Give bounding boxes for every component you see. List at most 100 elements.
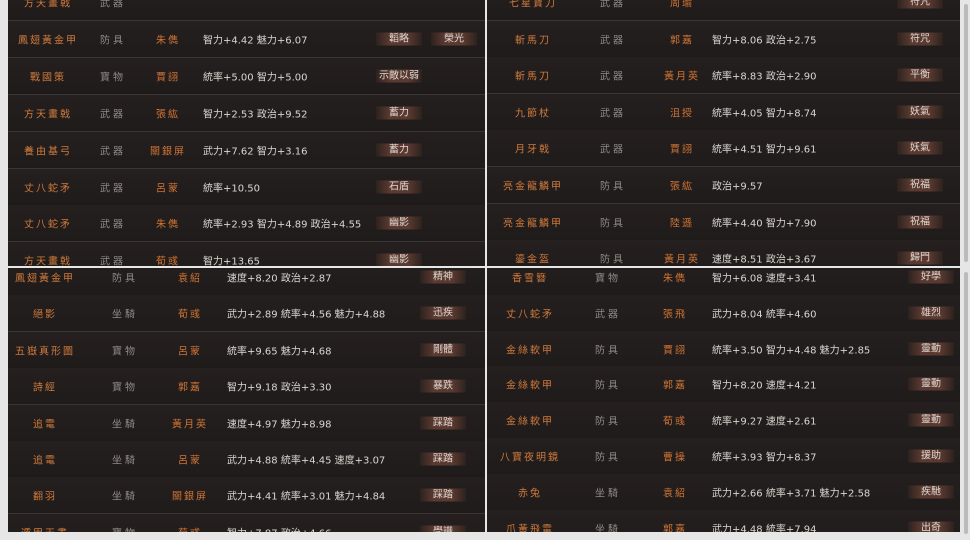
item-stats: 智力+7.87 政治+4.66 bbox=[227, 524, 331, 532]
item-type: 武器 bbox=[100, 146, 126, 158]
skill-tag[interactable]: 迅疾 bbox=[420, 306, 466, 320]
table-row[interactable]: 金絲軟甲 防具 賈詡 統率+3.50 智力+4.48 魅力+2.85 靈動 bbox=[487, 330, 960, 368]
skill-tag[interactable]: 符咒 bbox=[897, 32, 943, 46]
skill-tag[interactable]: 雄烈 bbox=[908, 306, 954, 320]
item-stats: 武力+4.48 統率+7.94 bbox=[712, 524, 817, 532]
skill-tag[interactable]: 祝福 bbox=[897, 215, 943, 229]
item-name: 遁甲天書 bbox=[21, 524, 69, 532]
skill-tag[interactable]: 靈動 bbox=[908, 342, 954, 356]
item-stats: 武力+4.88 統率+4.45 速度+3.07 bbox=[227, 455, 386, 467]
skill-tag[interactable]: 踩踏 bbox=[420, 452, 466, 466]
skill-tag[interactable]: 靈動 bbox=[908, 377, 954, 391]
item-name: 方天畫戟 bbox=[24, 256, 72, 266]
table-row[interactable]: 戰國策 寶物 賈詡 統率+5.00 智力+5.00 示敵以弱 bbox=[8, 57, 485, 95]
skill-tag[interactable]: 蓄力 bbox=[376, 106, 422, 120]
skill-tag[interactable]: 示敵以弱 bbox=[376, 69, 422, 83]
table-row[interactable]: 八寶夜明鏡 防具 曹操 統率+3.93 智力+8.37 援助 bbox=[487, 438, 960, 475]
skill-tag[interactable]: 精神 bbox=[420, 270, 466, 284]
item-owner: 賈詡 bbox=[670, 144, 694, 156]
item-type: 防具 bbox=[595, 345, 621, 357]
skill-tag[interactable]: 歸門 bbox=[897, 251, 943, 265]
table-row[interactable]: 斬馬刀 武器 郭嘉 智力+8.06 政治+2.75 符咒 bbox=[487, 20, 960, 58]
table-row[interactable]: 翻羽 坐騎 關銀屏 武力+4.41 統率+3.01 魅力+4.84 踩踏 bbox=[8, 477, 485, 515]
skill-tag[interactable]: 靈動 bbox=[908, 413, 954, 427]
item-stats: 統率+9.27 速度+2.61 bbox=[712, 416, 817, 428]
item-owner: 關銀屏 bbox=[172, 491, 208, 503]
skill-tag[interactable]: 幽影 bbox=[376, 216, 422, 230]
table-row[interactable]: 五嶽真形圖 寶物 呂蒙 統率+9.65 魅力+4.68 剛體 bbox=[8, 331, 485, 369]
table-row[interactable]: 亮金龍鱗甲 防具 陸遜 統率+4.40 智力+7.90 祝福 bbox=[487, 203, 960, 241]
table-row[interactable]: 方天畫戟 武器 張紘 智力+2.53 政治+9.52 蓄力 bbox=[8, 94, 485, 132]
skill-tag[interactable]: 韜略 bbox=[376, 32, 422, 46]
skill-tag[interactable]: 符咒 bbox=[897, 0, 943, 9]
scrollbar-bottom[interactable] bbox=[964, 272, 968, 534]
table-row[interactable]: 詩經 寶物 郭嘉 智力+9.18 政治+3.30 暴跌 bbox=[8, 368, 485, 406]
item-type: 武器 bbox=[600, 108, 626, 120]
item-stats: 智力+13.65 bbox=[203, 256, 261, 266]
table-row[interactable]: 斬馬刀 武器 黃月英 統率+8.83 政治+2.90 平衡 bbox=[487, 57, 960, 95]
table-row[interactable]: 香雪簪 寶物 朱儁 智力+6.08 速度+3.41 好學 bbox=[487, 268, 960, 296]
skill-tag[interactable]: 幽影 bbox=[376, 253, 422, 266]
item-stats: 統率+4.05 智力+8.74 bbox=[712, 108, 817, 120]
item-owner: 荀彧 bbox=[178, 309, 202, 321]
scrollbar-top[interactable] bbox=[964, 4, 968, 262]
table-row[interactable]: 追電 坐騎 呂蒙 武力+4.88 統率+4.45 速度+3.07 踩踏 bbox=[8, 441, 485, 478]
item-owner: 賈詡 bbox=[663, 345, 687, 357]
table-row[interactable]: 方天畫戟 武器 荀彧 智力+13.65 幽影 bbox=[8, 242, 485, 266]
item-owner: 賈詡 bbox=[156, 72, 180, 84]
table-row[interactable]: 鎏金盔 防具 黃月英 速度+8.51 政治+3.67 歸門 bbox=[487, 240, 960, 266]
skill-tag[interactable]: 石盾 bbox=[376, 180, 422, 193]
table-row[interactable]: 鳳翅黃金甲 防具 朱儁 智力+4.42 魅力+6.07 韜略 榮光 bbox=[8, 20, 485, 58]
skill-tag[interactable]: 疾馳 bbox=[908, 485, 954, 499]
table-row[interactable]: 丈八蛇矛 武器 張飛 武力+8.04 統率+4.60 雄烈 bbox=[487, 294, 960, 332]
item-type: 防具 bbox=[600, 181, 626, 193]
item-owner: 荀彧 bbox=[156, 256, 180, 266]
item-stats: 統率+2.93 智力+4.89 政治+4.55 bbox=[203, 219, 362, 231]
table-row[interactable]: 爪黃飛電 坐騎 郭嘉 武力+4.48 統率+7.94 出奇 bbox=[487, 509, 960, 532]
skill-tag[interactable]: 踩踏 bbox=[420, 488, 466, 502]
table-row[interactable]: 赤兔 坐騎 袁紹 武力+2.66 統率+3.71 魅力+2.58 疾馳 bbox=[487, 473, 960, 511]
table-row[interactable]: 丈八蛇矛 武器 朱儁 統率+2.93 智力+4.89 政治+4.55 幽影 bbox=[8, 205, 485, 243]
item-type: 武器 bbox=[100, 256, 126, 266]
skill-tag[interactable]: 援助 bbox=[908, 449, 954, 463]
table-row[interactable]: 遁甲天書 寶物 荀彧 智力+7.87 政治+4.66 學識 bbox=[8, 513, 485, 532]
table-row[interactable]: 鳳翅黃金甲 防具 袁紹 速度+8.20 政治+2.87 精神 bbox=[8, 268, 485, 296]
item-stats: 武力+2.89 統率+4.56 魅力+4.88 bbox=[227, 309, 386, 321]
table-row[interactable]: 金絲軟甲 防具 郭嘉 智力+8.20 速度+4.21 靈動 bbox=[487, 366, 960, 404]
item-name: 金絲軟甲 bbox=[506, 380, 554, 392]
table-row[interactable]: 七星寶刀 武器 周瑜 符咒 bbox=[487, 0, 960, 21]
table-row[interactable]: 金絲軟甲 防具 荀彧 統率+9.27 速度+2.61 靈動 bbox=[487, 402, 960, 440]
skill-tag[interactable]: 好學 bbox=[908, 270, 954, 284]
skill-tag[interactable]: 妖氣 bbox=[897, 141, 943, 155]
item-name: 赤兔 bbox=[518, 488, 542, 500]
item-name: 戰國策 bbox=[30, 72, 66, 84]
item-name: 香雪簪 bbox=[512, 273, 548, 285]
table-row[interactable]: 丈八蛇矛 武器 呂蒙 統率+10.50 石盾 bbox=[8, 168, 485, 206]
table-row[interactable]: 絕影 坐騎 荀彧 武力+2.89 統率+4.56 魅力+4.88 迅疾 bbox=[8, 295, 485, 333]
skill-tag[interactable]: 暴跌 bbox=[420, 379, 466, 393]
table-row[interactable]: 方天畫戟 武器 bbox=[8, 0, 485, 21]
item-stats: 統率+3.93 智力+8.37 bbox=[712, 452, 817, 464]
item-type: 坐騎 bbox=[112, 455, 138, 467]
item-type: 防具 bbox=[600, 254, 626, 266]
skill-tag[interactable]: 出奇 bbox=[908, 521, 954, 532]
skill-tag[interactable]: 蓄力 bbox=[376, 143, 422, 157]
skill-tag[interactable]: 踩踏 bbox=[420, 416, 466, 430]
item-stats: 統率+8.83 政治+2.90 bbox=[712, 71, 817, 83]
skill-tag[interactable]: 祝福 bbox=[897, 178, 943, 192]
skill-tag[interactable]: 妖氣 bbox=[897, 105, 943, 119]
item-owner: 荀彧 bbox=[663, 416, 687, 428]
skill-tag[interactable]: 剛體 bbox=[420, 343, 466, 357]
skill-tag[interactable]: 平衡 bbox=[897, 68, 943, 82]
table-row[interactable]: 月牙戟 武器 賈詡 統率+4.51 智力+9.61 妖氣 bbox=[487, 130, 960, 168]
table-row[interactable]: 追電 坐騎 黃月英 速度+4.97 魅力+8.98 踩踏 bbox=[8, 404, 485, 442]
skill-tag[interactable]: 榮光 bbox=[431, 32, 477, 46]
table-row[interactable]: 九節杖 武器 沮授 統率+4.05 智力+8.74 妖氣 bbox=[487, 93, 960, 131]
table-row[interactable]: 亮金龍鱗甲 防具 張紘 政治+9.57 祝福 bbox=[487, 167, 960, 204]
table-row[interactable]: 養由基弓 武器 關銀屏 武力+7.62 智力+3.16 蓄力 bbox=[8, 131, 485, 169]
item-owner: 黃月英 bbox=[664, 71, 700, 83]
item-type: 防具 bbox=[595, 416, 621, 428]
item-type: 防具 bbox=[100, 35, 126, 47]
skill-tag[interactable]: 學識 bbox=[420, 525, 466, 532]
item-name: 追電 bbox=[33, 455, 57, 467]
